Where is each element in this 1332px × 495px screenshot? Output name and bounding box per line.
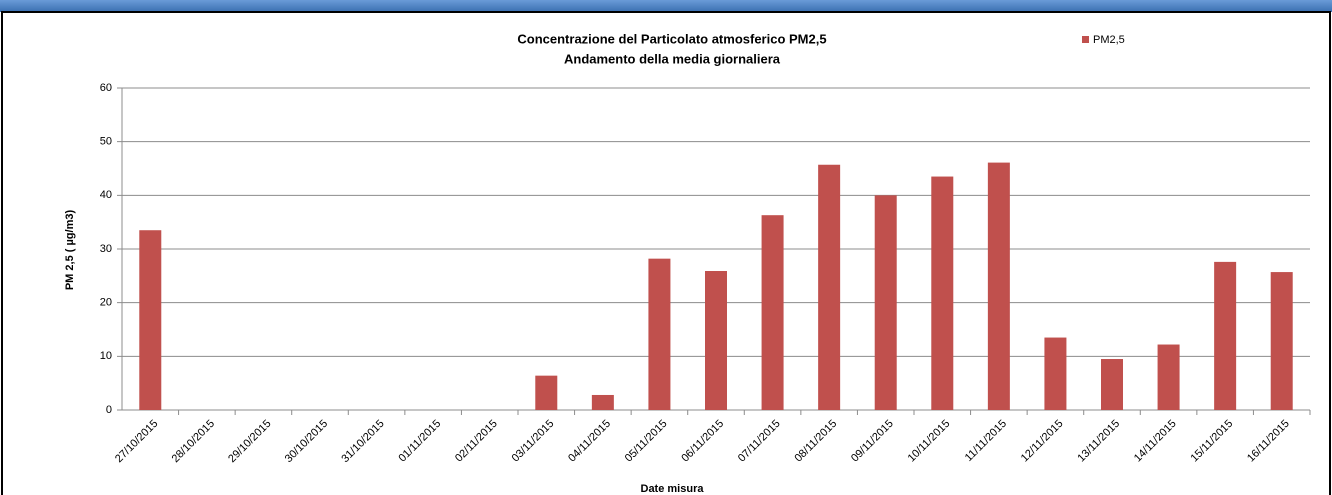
y-tick-label: 0 bbox=[106, 404, 112, 416]
bar bbox=[648, 258, 671, 410]
y-tick-label: 20 bbox=[100, 297, 112, 309]
chart-subtitle: Andamento della media giornaliera bbox=[564, 51, 781, 66]
bar bbox=[139, 230, 162, 410]
bar bbox=[818, 164, 841, 410]
chart-title: Concentrazione del Particolato atmosferi… bbox=[517, 31, 826, 46]
y-tick-label: 30 bbox=[100, 243, 112, 255]
bar bbox=[591, 394, 614, 410]
banner bbox=[0, 0, 1332, 12]
y-axis-label: PM 2,5 ( µg/m3) bbox=[64, 210, 76, 291]
chart-frame bbox=[1, 11, 1331, 495]
bar bbox=[1270, 272, 1293, 410]
bar bbox=[931, 176, 954, 410]
bar bbox=[535, 375, 558, 410]
bar bbox=[1157, 344, 1180, 410]
y-tick-label: 60 bbox=[100, 82, 112, 94]
bar bbox=[987, 162, 1010, 410]
y-tick-label: 10 bbox=[100, 350, 112, 362]
bar bbox=[874, 195, 897, 410]
bar bbox=[1214, 261, 1237, 410]
legend-label: PM2,5 bbox=[1093, 34, 1125, 46]
y-tick-label: 50 bbox=[100, 136, 112, 148]
bar bbox=[705, 271, 727, 410]
legend-swatch bbox=[1082, 36, 1089, 43]
x-axis-label: Date misura bbox=[641, 483, 705, 495]
y-tick-label: 40 bbox=[100, 189, 112, 201]
bar bbox=[1101, 359, 1123, 410]
bar bbox=[1044, 337, 1067, 410]
bar bbox=[761, 215, 784, 410]
